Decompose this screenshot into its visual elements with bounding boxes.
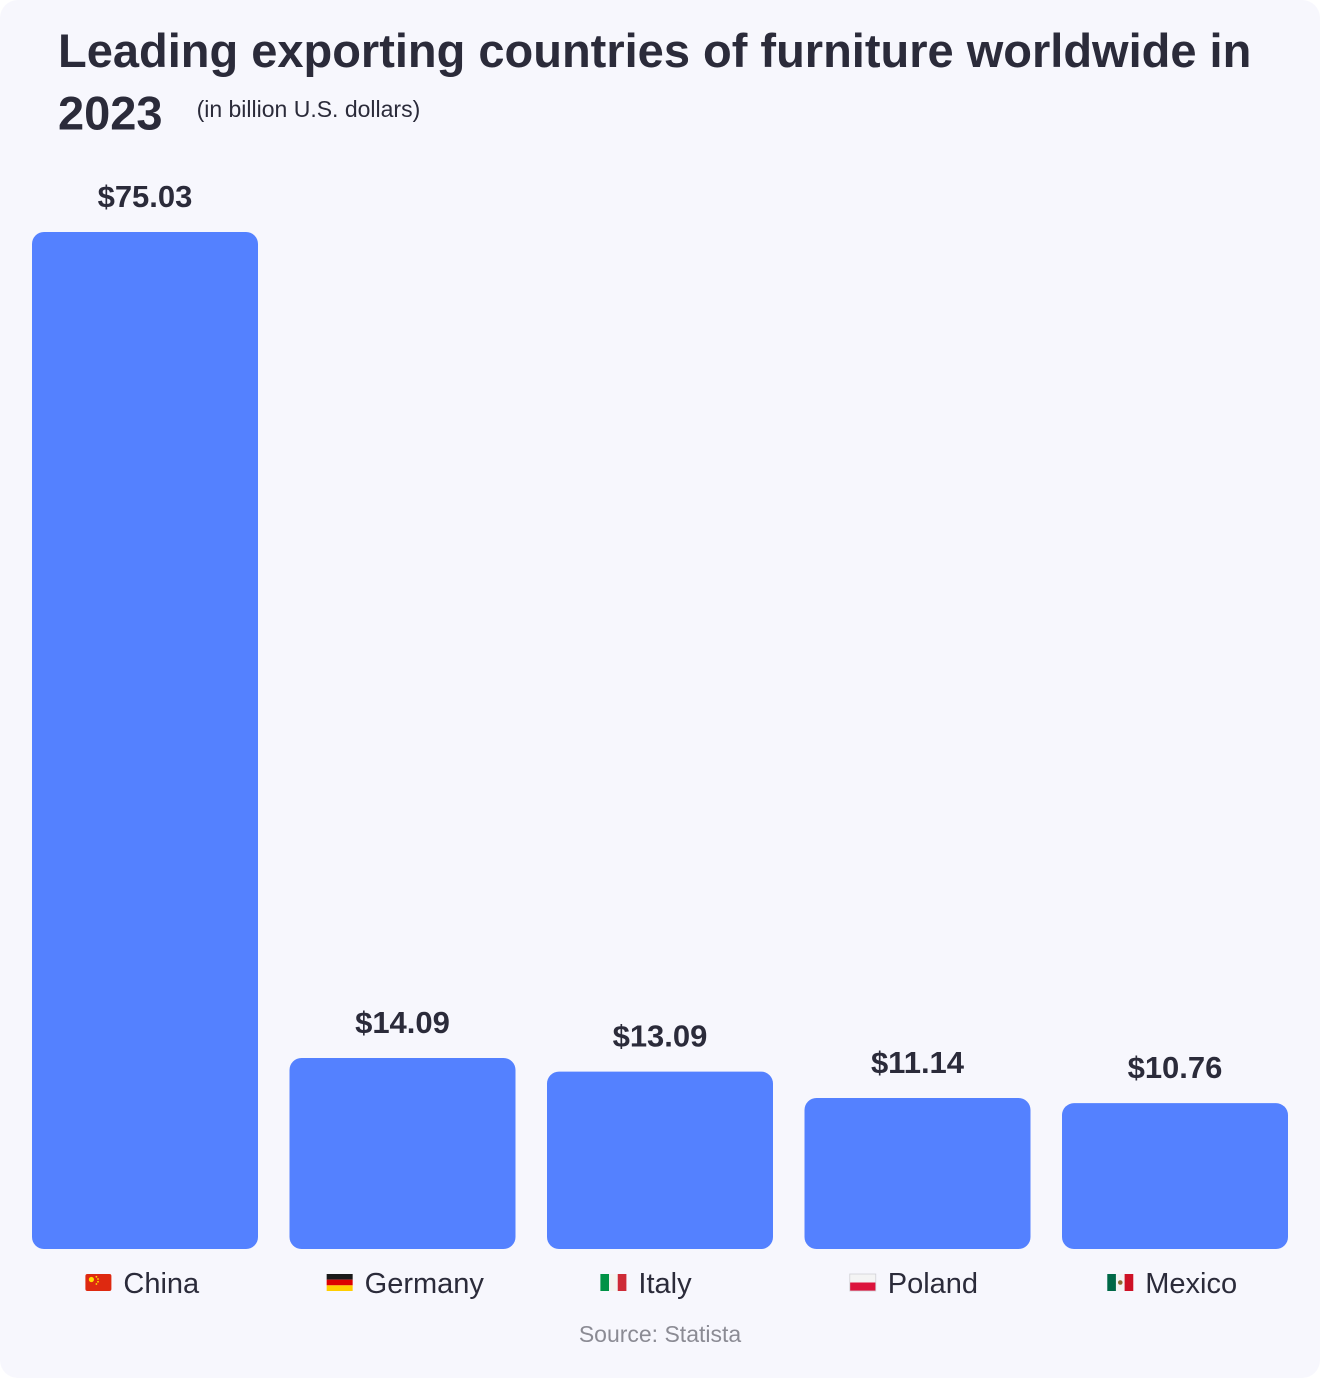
bar-mexico: [1062, 1103, 1288, 1249]
value-label-germany: $14.09: [355, 1005, 450, 1040]
bar-italy: [547, 1071, 773, 1249]
category-label-germany: Germany: [365, 1268, 485, 1300]
value-label-italy: $13.09: [613, 1019, 708, 1054]
category-label-mexico: Mexico: [1145, 1268, 1237, 1300]
italy-flag-icon: [600, 1274, 627, 1291]
china-flag-icon: [85, 1274, 112, 1291]
germany-flag-icon: [326, 1274, 353, 1291]
source-note: Source: Statista: [578, 1321, 742, 1347]
bar-poland: [804, 1098, 1031, 1249]
value-label-mexico: $10.76: [1128, 1050, 1223, 1085]
value-label-china: $75.03: [98, 179, 193, 214]
chart-subtitle: (in billion U.S. dollars): [196, 96, 421, 122]
poland-flag-icon: [849, 1273, 877, 1292]
category-label-poland: Poland: [888, 1268, 978, 1300]
bar-germany: [289, 1058, 516, 1249]
chart-title-text: Leading exporting countries of furniture…: [58, 24, 1252, 140]
category-label-italy: Italy: [638, 1268, 692, 1300]
chart-title: Leading exporting countries of furniture…: [58, 22, 1278, 143]
value-label-poland: $11.14: [871, 1045, 965, 1080]
bar-china: [32, 232, 258, 1249]
category-label-china: China: [123, 1268, 200, 1300]
mexico-flag-icon: [1107, 1274, 1134, 1291]
